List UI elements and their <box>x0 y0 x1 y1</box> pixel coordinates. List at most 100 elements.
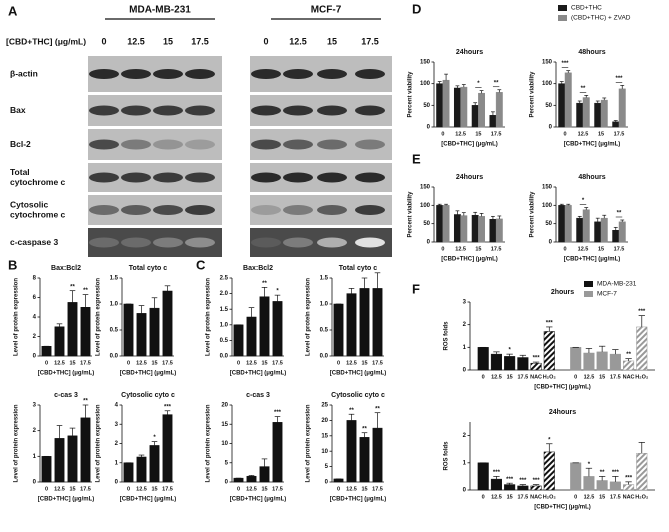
x-tick-label: 15 <box>475 246 481 252</box>
blot-band <box>283 172 313 183</box>
x-axis-label: [CBD+THC] (μg/mL) <box>564 257 621 263</box>
bar <box>453 214 461 243</box>
blot-band <box>185 139 215 150</box>
y-tick-label: 0.0 <box>320 354 329 360</box>
x-tick-label: 15 <box>151 486 157 492</box>
panel-label: C <box>196 257 206 272</box>
chart-title: Bax:Bcl2 <box>51 265 81 272</box>
x-tick-label: 12.5 <box>136 486 147 492</box>
blot-band <box>251 69 281 79</box>
blot-band <box>185 237 215 248</box>
error-bar <box>374 272 381 289</box>
error-bar <box>493 476 500 480</box>
y-tick-label: 0.0 <box>220 354 229 360</box>
chart-title: 24hours <box>549 409 576 416</box>
error-bar <box>585 467 593 477</box>
row-label: Bax <box>10 105 26 115</box>
x-tick-label: 17.5 <box>614 246 625 252</box>
significance-label: * <box>508 348 511 354</box>
significance-label: *** <box>164 404 172 410</box>
lane-label: 12.5 <box>289 36 307 46</box>
x-tick-label: 0 <box>127 486 130 492</box>
blot-band <box>251 237 281 248</box>
error-bar <box>519 354 527 358</box>
x-axis-label: [CBD+THC] (μg/mL) <box>38 371 95 377</box>
x-axis-label: [CBD+THC] (μg/mL) <box>330 497 387 503</box>
row-label: Total <box>10 167 30 177</box>
blot-band <box>355 172 385 183</box>
y-axis-label: Level of protein expression <box>206 278 212 356</box>
y-tick-label: 2 <box>463 322 467 328</box>
significance-label: *** <box>638 309 646 315</box>
significance-label: *** <box>561 61 569 67</box>
error-bar <box>274 416 281 423</box>
significance-label: *** <box>625 475 633 481</box>
bar <box>543 451 555 491</box>
error-bar <box>82 404 89 418</box>
bar <box>233 477 244 483</box>
blot-band <box>251 205 281 215</box>
y-axis-label: Level of protein expression <box>306 404 312 482</box>
error-bar <box>138 454 145 457</box>
blot-band <box>89 205 119 215</box>
bar <box>123 462 134 483</box>
error-bar <box>444 203 448 206</box>
y-axis-label: Level of protein expression <box>96 404 102 482</box>
x-tick-label: H₂O₂ <box>635 494 649 500</box>
blot-band <box>121 205 151 215</box>
legend-label: CBD+THC <box>571 5 602 12</box>
row-label: Bcl-2 <box>10 139 31 149</box>
y-tick-label: 150 <box>542 60 553 66</box>
chart-title: Total cyto c <box>339 265 377 272</box>
error-bar <box>69 290 76 303</box>
x-tick-label: 17.5 <box>491 131 502 137</box>
lane-label: 15 <box>327 36 337 46</box>
blot-band <box>121 172 151 183</box>
error-bar <box>559 81 564 84</box>
y-tick-label: 4 <box>33 315 37 321</box>
blot-band <box>153 237 183 248</box>
error-bar <box>613 226 618 231</box>
bar <box>460 86 468 128</box>
blot-band <box>283 205 313 215</box>
bar <box>504 356 516 371</box>
bar <box>594 102 602 128</box>
x-tick-label: 15 <box>507 494 513 500</box>
error-bar <box>461 84 466 88</box>
bar <box>442 79 450 128</box>
panel-label: A <box>8 3 18 18</box>
x-axis-label: [CBD+THC] (μg/mL) <box>534 505 591 511</box>
blot-band <box>185 105 215 116</box>
blot-band <box>317 139 347 150</box>
x-tick-label: 12.5 <box>491 494 502 500</box>
error-bar <box>493 351 500 355</box>
y-tick-label: 0 <box>33 354 37 360</box>
error-bar <box>248 307 255 317</box>
error-bar <box>620 85 625 89</box>
error-bar <box>437 81 442 84</box>
error-bar <box>461 212 466 216</box>
bar <box>359 437 370 483</box>
bar <box>504 484 516 491</box>
y-tick-label: 100 <box>542 203 553 209</box>
error-bar <box>584 95 589 98</box>
blot-band <box>153 69 183 79</box>
significance-label: *** <box>274 410 282 416</box>
lane-label: 0 <box>101 36 106 46</box>
bar <box>41 456 52 483</box>
error-bar <box>491 215 495 220</box>
bar <box>558 83 566 128</box>
error-bar <box>598 345 606 352</box>
y-tick-label: 0 <box>463 368 467 374</box>
error-bar <box>585 348 593 353</box>
x-tick-label: 15 <box>361 360 367 366</box>
bar <box>233 324 244 357</box>
bar <box>123 303 134 357</box>
y-tick-label: 1 <box>463 345 467 351</box>
x-tick-label: 12.5 <box>136 360 147 366</box>
bar <box>162 414 173 483</box>
x-tick-label: 12.5 <box>246 360 257 366</box>
significance-label: ** <box>375 406 380 412</box>
x-tick-label: H₂O₂ <box>543 494 557 500</box>
blot-band <box>355 105 385 116</box>
